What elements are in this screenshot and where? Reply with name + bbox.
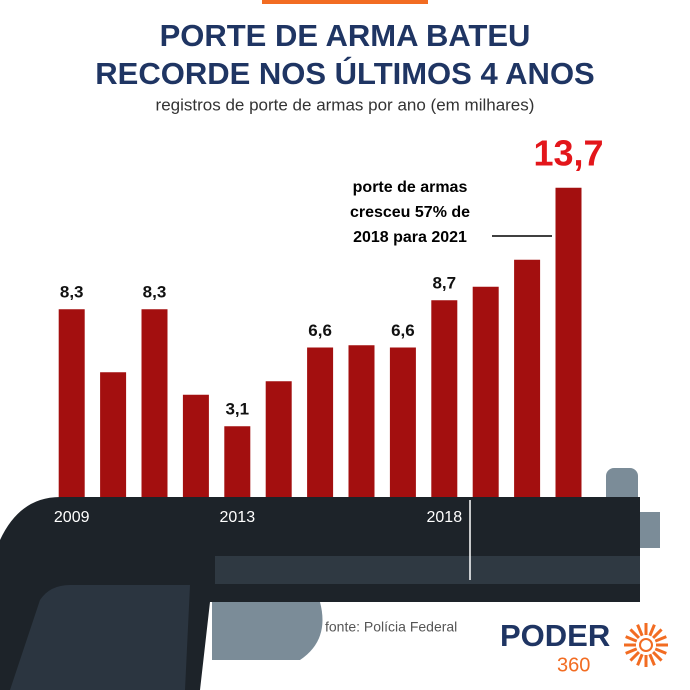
chart-subtitle: registros de porte de armas por ano (em …	[156, 95, 535, 114]
bar	[431, 300, 458, 502]
logo-name: PODER	[500, 618, 610, 653]
bar	[182, 394, 209, 502]
gun-trigger-guard	[212, 602, 323, 660]
logo-number: 360	[557, 654, 590, 676]
gun-grip	[10, 585, 190, 690]
bar	[265, 381, 292, 502]
sun-ray	[652, 651, 663, 662]
sun-ray	[636, 624, 644, 637]
x-tick-label: 2009	[54, 509, 90, 526]
data-label: 6,6	[391, 321, 415, 340]
sun-ray	[648, 624, 656, 637]
x-tick-label: 2013	[220, 509, 256, 526]
bar	[100, 372, 127, 502]
bar	[348, 345, 375, 502]
sun-ray	[625, 635, 638, 643]
data-label: 8,7	[432, 274, 456, 293]
sun-ray	[636, 653, 644, 666]
bar	[224, 426, 251, 502]
bar	[141, 309, 168, 502]
sun-ray	[652, 628, 663, 639]
sun-core	[639, 638, 653, 652]
sun-ray	[654, 635, 667, 643]
gun-slide	[215, 556, 640, 584]
annotation: 2018 para 2021	[353, 229, 467, 246]
bar	[555, 187, 582, 502]
bar	[514, 259, 541, 502]
data-label: 3,1	[225, 400, 249, 419]
data-label: 8,3	[143, 283, 167, 302]
accent-line	[262, 0, 428, 4]
sun-ray	[629, 651, 640, 662]
bar	[58, 309, 85, 502]
annotation: cresceu 57% de	[350, 204, 470, 221]
chart-title: RECORDE NOS ÚLTIMOS 4 ANOS	[95, 55, 594, 91]
sun-ray	[648, 653, 656, 666]
data-label: 8,3	[60, 283, 84, 302]
labels: 8,3 2009 8,3 3,1 2013 6,6 6,6 8,7 2018 13,7	[54, 132, 604, 526]
bar	[307, 347, 334, 502]
bar	[389, 347, 416, 502]
data-label: 13,7	[533, 132, 603, 173]
data-label: 6,6	[308, 321, 332, 340]
annotation: porte de armas	[353, 179, 468, 196]
source: fonte: Polícia Federal	[325, 619, 457, 635]
x-tick-label: 2018	[427, 509, 463, 526]
chart-title: PORTE DE ARMA BATEU	[160, 18, 531, 53]
sun-ray	[625, 647, 638, 655]
bars	[58, 187, 582, 502]
bar	[472, 286, 499, 502]
gun	[0, 468, 660, 690]
logo-icon	[624, 623, 668, 667]
sun-ray	[629, 628, 640, 639]
sun-ray	[654, 647, 667, 655]
